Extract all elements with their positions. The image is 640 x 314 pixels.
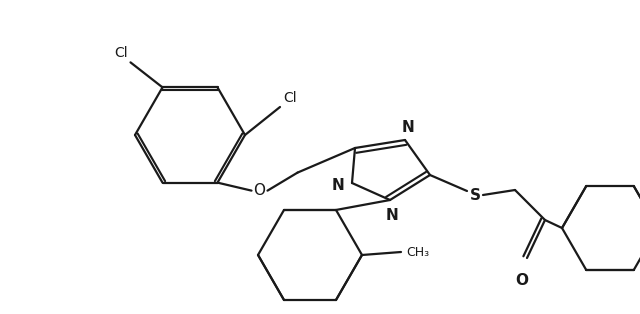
Text: S: S xyxy=(470,187,481,203)
Text: CH₃: CH₃ xyxy=(406,246,429,258)
Text: Cl: Cl xyxy=(283,91,296,105)
Text: N: N xyxy=(402,120,414,135)
Text: N: N xyxy=(332,178,344,193)
Text: O: O xyxy=(253,183,266,198)
Text: O: O xyxy=(515,273,529,288)
Text: Cl: Cl xyxy=(114,46,127,60)
Text: N: N xyxy=(386,208,398,223)
